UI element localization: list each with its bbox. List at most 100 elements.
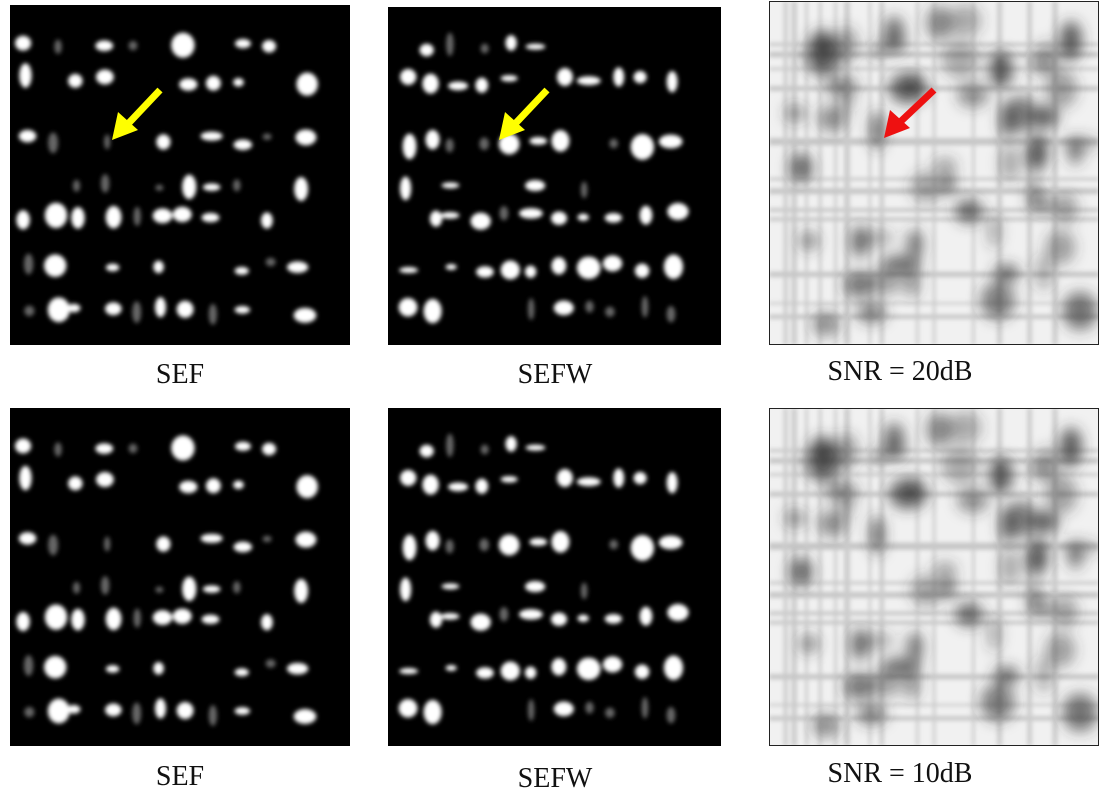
blob: [429, 210, 443, 227]
blob: [422, 474, 439, 495]
spot: [955, 602, 983, 627]
spot: [980, 282, 1015, 320]
spot: [840, 497, 853, 517]
image-panel: [388, 7, 721, 345]
blob: [556, 67, 573, 87]
blob: [666, 70, 678, 93]
spot: [941, 447, 980, 484]
spot: [818, 105, 847, 132]
blob: [105, 665, 120, 673]
blob: [262, 133, 272, 140]
blob: [422, 73, 439, 94]
blob: [18, 129, 37, 143]
blob: [261, 212, 273, 229]
blob: [95, 443, 114, 454]
panel-background: [10, 5, 350, 345]
spot: [1068, 540, 1083, 570]
blob: [18, 532, 37, 545]
blobs: [15, 435, 318, 726]
blob: [585, 701, 594, 714]
blob: [500, 661, 520, 681]
blob: [500, 75, 518, 82]
blob: [505, 35, 517, 51]
spot: [880, 37, 908, 54]
blob: [609, 539, 619, 550]
blob: [634, 263, 650, 279]
blob: [133, 206, 141, 226]
arrows: [112, 87, 937, 140]
blob: [128, 443, 138, 454]
blob: [500, 476, 518, 483]
v-streak: [868, 1, 872, 345]
spot: [870, 110, 884, 150]
blob: [400, 577, 412, 602]
spot: [987, 616, 1001, 652]
blob: [551, 658, 567, 676]
spot: [812, 713, 840, 738]
blob: [470, 212, 491, 230]
blob: [525, 581, 546, 593]
blob: [155, 586, 164, 593]
blob: [667, 202, 689, 221]
blob: [176, 300, 194, 318]
blob: [172, 206, 192, 223]
spot: [1045, 230, 1076, 265]
blob: [179, 480, 198, 494]
blob: [47, 698, 70, 724]
blob: [527, 699, 535, 721]
blob: [286, 261, 309, 273]
blob: [200, 131, 223, 141]
spot: [866, 671, 902, 697]
blob: [234, 305, 251, 314]
blob: [445, 263, 457, 271]
image-panel: [10, 408, 350, 746]
spot: [816, 47, 833, 72]
h-streak: [769, 458, 1099, 464]
spot: [844, 673, 873, 700]
blob: [480, 43, 489, 54]
blob: [602, 255, 623, 272]
blob: [294, 176, 309, 202]
spot: [812, 312, 840, 337]
blob: [96, 69, 114, 85]
v-streak: [1052, 408, 1058, 746]
blob: [527, 298, 535, 320]
blob: [400, 68, 417, 85]
blob: [525, 180, 546, 192]
v-streak: [915, 1, 919, 345]
blob: [524, 265, 537, 278]
spot: [904, 266, 919, 298]
blob: [235, 441, 251, 452]
image-panel: [10, 5, 350, 345]
spot: [1035, 656, 1053, 694]
spots: [785, 4, 1099, 337]
spot: [1045, 475, 1078, 514]
h-streak: [769, 217, 1099, 222]
spot: [840, 91, 853, 112]
spot: [856, 704, 887, 725]
spot: [957, 82, 989, 108]
blob: [233, 179, 241, 192]
blob: [200, 533, 223, 543]
blob: [556, 468, 573, 488]
blob: [551, 211, 568, 225]
blob: [44, 655, 67, 679]
spot: [926, 412, 953, 447]
spot: [989, 456, 1013, 494]
blob: [553, 300, 574, 316]
blob: [23, 655, 34, 676]
v-streak: [971, 1, 975, 345]
spot: [1027, 582, 1042, 617]
blob: [419, 444, 434, 458]
blob: [399, 267, 419, 274]
blob: [604, 613, 623, 624]
blob: [72, 179, 81, 192]
spot: [941, 173, 955, 194]
v-streak: [1027, 408, 1032, 746]
blob: [156, 134, 171, 150]
v-streak: [844, 1, 851, 345]
spot: [866, 269, 902, 295]
blob: [604, 212, 623, 223]
spot: [870, 44, 886, 59]
